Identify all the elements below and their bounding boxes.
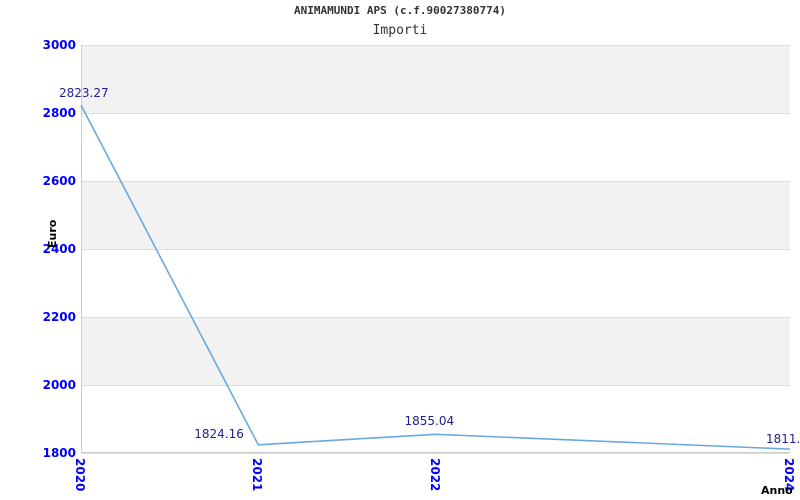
gridline [82,453,790,454]
gridline [82,181,790,182]
plot-band [82,181,790,249]
data-point-label: 2823.27 [59,86,109,101]
y-tick-label: 2400 [42,242,76,256]
gridline [82,113,790,114]
y-tick-label: 3000 [42,38,76,52]
data-point-label: 1855.04 [404,414,455,429]
plot-area [81,45,790,454]
gridline [82,249,790,250]
y-tick-label: 2200 [42,310,76,324]
x-axis-title: Anno [761,484,793,497]
y-axis-ticks: 3000 2800 2600 2400 2200 2000 1800 [0,38,76,460]
gridline [82,385,790,386]
plot-band [82,45,790,113]
y-axis-title: Euro [46,219,59,248]
chart-title: ANIMAMUNDI APS (c.f.90027380774) [294,4,506,17]
y-tick-label: 2800 [42,106,76,120]
plot-band [82,317,790,385]
data-point-label: 1824.16 [194,426,244,441]
x-tick-label: 2022 [427,458,442,492]
x-tick-label: 2020 [73,458,87,492]
data-point-label: 1811.4 [766,432,800,447]
y-tick-label: 2600 [42,174,76,188]
y-tick-label: 2000 [42,378,76,392]
gridline [82,317,790,318]
gridline [82,45,790,46]
x-tick-label: 2021 [250,458,265,492]
y-tick-label: 1800 [42,446,76,460]
chart-subtitle: Importi [372,23,428,38]
